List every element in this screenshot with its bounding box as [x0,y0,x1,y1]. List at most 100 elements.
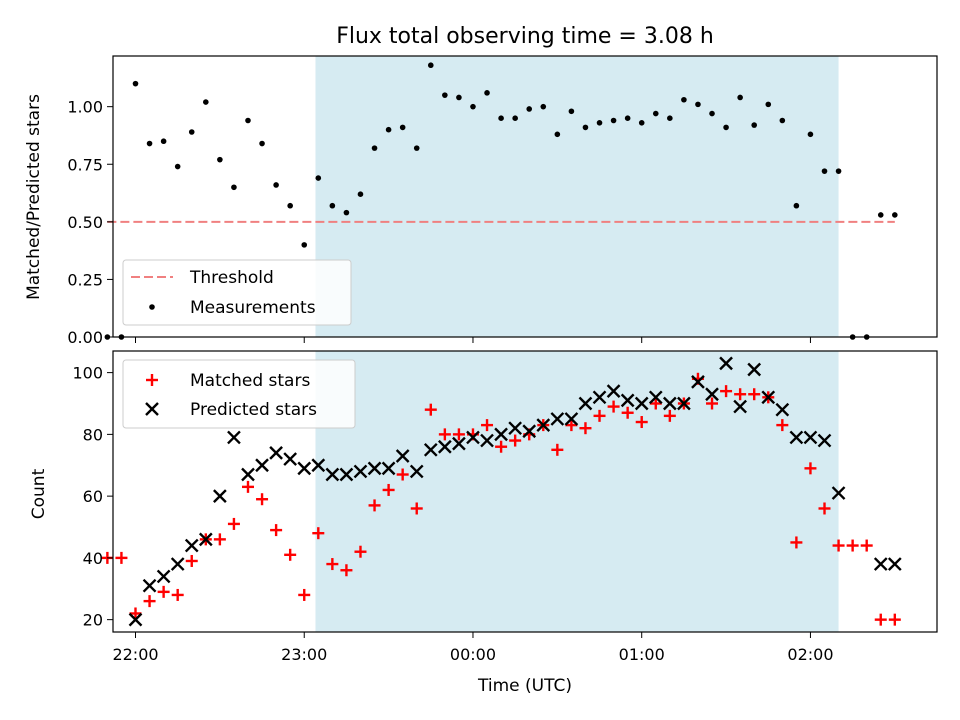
matched-star-point [270,524,283,537]
measurement-point [245,117,251,124]
top-panel: 0.00 0.25 0.50 0.75 1.00 Matched/Predicted s… [24,55,938,347]
matched-star-point [663,409,676,422]
measurement-point [442,92,448,98]
predicted-star-point [634,396,649,411]
measurement-point [427,62,434,69]
measurement-point [821,168,828,174]
measurement-point [470,103,476,110]
matched-star-point [115,551,128,564]
matched-star-point [649,397,662,410]
matched-star-point [185,554,198,567]
y-tick-label: 0.75 [67,155,103,174]
measurement-point [231,184,237,191]
matched-star-point [171,588,184,601]
top-plot-frame [112,55,938,338]
legend-matched-swatch [146,374,158,386]
matched-star-point [340,564,353,577]
x-axis-label: Time (UTC) [477,676,572,696]
matched-star-point [509,434,522,447]
matched-star-point [354,545,367,558]
top-observing-interval-band [315,56,839,337]
matched-star-point [481,419,494,432]
bottom-y-axis-label: Count [29,468,49,519]
measurements-series [104,62,898,340]
measurement-point [217,156,223,163]
measurement-point [259,140,265,147]
y-tick-label: 60 [83,487,103,506]
matched-star-point [607,400,620,413]
predicted-star-point [648,390,663,405]
predicted-star-point [297,461,312,476]
matched-star-point [495,440,508,453]
matched-star-point [776,419,789,432]
predicted-star-point [592,390,607,405]
legend-measurements-label: Measurements [190,298,316,318]
predicted-star-point [606,384,621,398]
predicted-star-point [480,433,494,448]
measurement-point [596,119,603,126]
measurement-point [723,124,729,131]
measurement-point [737,94,743,101]
matched-star-point [368,499,381,512]
measurement-point [624,115,631,121]
matched-star-point [326,558,339,571]
matched-star-point [424,403,437,416]
measurement-point [385,126,392,133]
predicted-star-point [677,396,691,411]
predicted-star-point [705,387,719,402]
measurement-point [301,242,308,248]
matched-star-point [382,483,395,496]
measurement-point [610,117,617,124]
predicted-star-point [325,467,340,482]
predicted-star-point [761,390,776,405]
x-tick-label: 02:00 [787,645,833,664]
measurement-point [709,110,715,117]
predicted-star-point [719,356,733,371]
predicted-star-point [887,557,902,571]
matched-star-point [565,419,578,432]
measurement-point [132,80,139,87]
matched-star-point [804,462,817,475]
predicted-star-point [367,461,382,476]
measurement-point [146,140,153,147]
predicted-star-point [564,412,579,426]
predicted-star-point [409,464,424,479]
measurement-point [695,101,701,108]
matched-star-point [129,607,142,620]
predicted-star-point [452,436,466,451]
measurement-point [329,202,336,209]
predicted-star-point [789,430,804,445]
y-tick-label: 80 [83,425,103,444]
predicted-star-point [227,430,241,445]
matched-star-point [593,409,606,422]
y-tick-label: 0.00 [67,328,103,347]
predicted-star-point [128,612,143,627]
measurement-point [287,202,293,209]
predicted-star-point [438,439,452,454]
measurement-point [315,175,322,181]
predicted-star-point [536,418,551,432]
matched-star-point [635,416,648,429]
measurement-point [343,209,350,216]
y-tick-label: 1.00 [67,98,103,117]
predicted-star-point [353,464,368,479]
measurement-point [681,96,687,103]
x-tick-label: 23:00 [281,645,327,664]
measurement-point [582,124,589,131]
matched-star-point [143,595,156,608]
predicted-star-point [311,458,326,473]
matched-star-point [551,443,564,456]
x-tick-label: 01:00 [619,645,665,664]
predicted-star-point [423,442,438,457]
predicted-star-point [691,375,705,389]
matched-star-point [284,548,297,561]
matched-star-point [410,502,423,515]
predicted-star-point [184,538,199,553]
predicted-star-point [494,427,508,442]
legend-measurements-swatch [149,304,155,310]
matched-star-point [298,588,311,601]
predicted-star-point [550,412,565,426]
predicted-star-point [831,486,846,500]
measurement-point [540,103,547,110]
